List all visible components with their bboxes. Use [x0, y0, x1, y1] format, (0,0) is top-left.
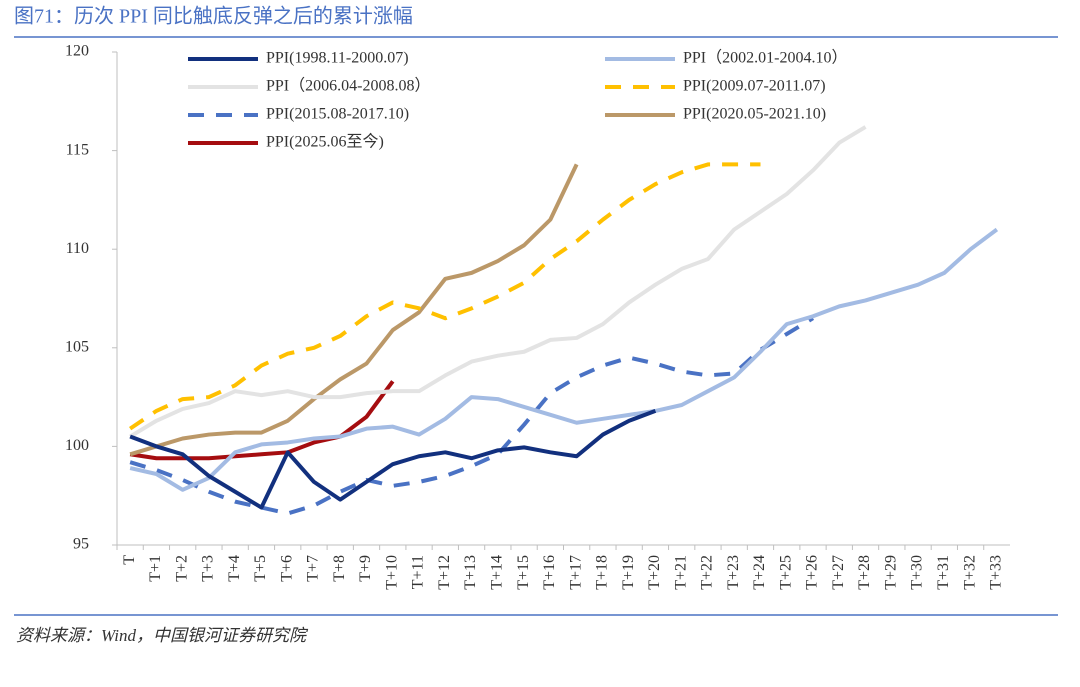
x-tick-label: T+4: [226, 555, 243, 582]
x-tick-label: T+24: [751, 555, 768, 590]
x-tick-label: T+1: [147, 555, 164, 582]
series-line: [129, 316, 815, 516]
y-tick-label: 120: [65, 43, 89, 60]
x-tick-label: T+12: [436, 555, 453, 590]
y-tick-label: 95: [73, 536, 89, 553]
legend-label: PPI（2006.04-2008.08）: [266, 77, 430, 95]
x-tick-label: T+31: [935, 555, 952, 590]
series-line: [129, 162, 761, 431]
legend-label: PPI(2015.08-2017.10): [266, 106, 409, 123]
x-tick-label: T+28: [856, 555, 873, 590]
y-tick-label: 105: [65, 338, 89, 355]
series-line: [129, 380, 395, 461]
chart-title: 图71：历次 PPI 同比触底反弹之后的累计涨幅: [14, 5, 413, 28]
x-tick-label: T: [121, 555, 138, 565]
series-line: [129, 227, 999, 492]
y-tick-label: 110: [66, 240, 89, 257]
x-tick-label: T+16: [541, 555, 558, 590]
legend-label: PPI(1998.11-2000.07): [266, 50, 409, 67]
x-tick-label: T+9: [357, 555, 374, 582]
x-tick-label: T+21: [672, 555, 689, 590]
x-tick-label: T+2: [173, 555, 190, 582]
x-tick-label: T+15: [515, 555, 532, 590]
legend-label: PPI(2025.06至今): [266, 133, 384, 151]
x-tick-label: T+14: [489, 555, 506, 590]
x-tick-label: T+29: [882, 555, 899, 590]
x-tick-label: T+30: [909, 555, 926, 590]
x-tick-label: T+18: [594, 555, 611, 590]
x-tick-label: T+26: [804, 555, 821, 590]
x-tick-label: T+11: [410, 555, 427, 589]
series-line: [129, 125, 867, 439]
x-tick-label: T+6: [278, 555, 295, 582]
legend-label: PPI(2009.07-2011.07): [683, 78, 826, 95]
x-tick-label: T+27: [830, 555, 847, 590]
x-tick-label: T+8: [331, 555, 348, 582]
legend-label: PPI(2020.05-2021.10): [683, 106, 826, 123]
x-tick-label: T+10: [383, 555, 400, 590]
x-tick-label: T+19: [620, 555, 637, 590]
x-tick-label: T+20: [646, 555, 663, 590]
x-tick-label: T+23: [725, 555, 742, 590]
y-tick-label: 115: [66, 141, 89, 158]
x-tick-label: T+25: [777, 555, 794, 590]
legend-label: PPI（2002.01-2004.10）: [683, 49, 847, 67]
x-tick-label: T+7: [305, 555, 322, 582]
series-line: [129, 163, 579, 457]
x-tick-label: T+17: [567, 555, 584, 590]
x-tick-label: T+13: [462, 555, 479, 590]
x-tick-label: T+22: [699, 555, 716, 590]
x-tick-label: T+32: [961, 555, 978, 590]
x-tick-label: T+5: [252, 555, 269, 582]
x-tick-label: T+33: [988, 555, 1005, 590]
x-tick-label: T+3: [200, 555, 217, 582]
series-line: [129, 409, 657, 510]
y-tick-label: 100: [65, 437, 89, 454]
source: 资料来源：Wind，中国银河证券研究院: [16, 626, 309, 645]
